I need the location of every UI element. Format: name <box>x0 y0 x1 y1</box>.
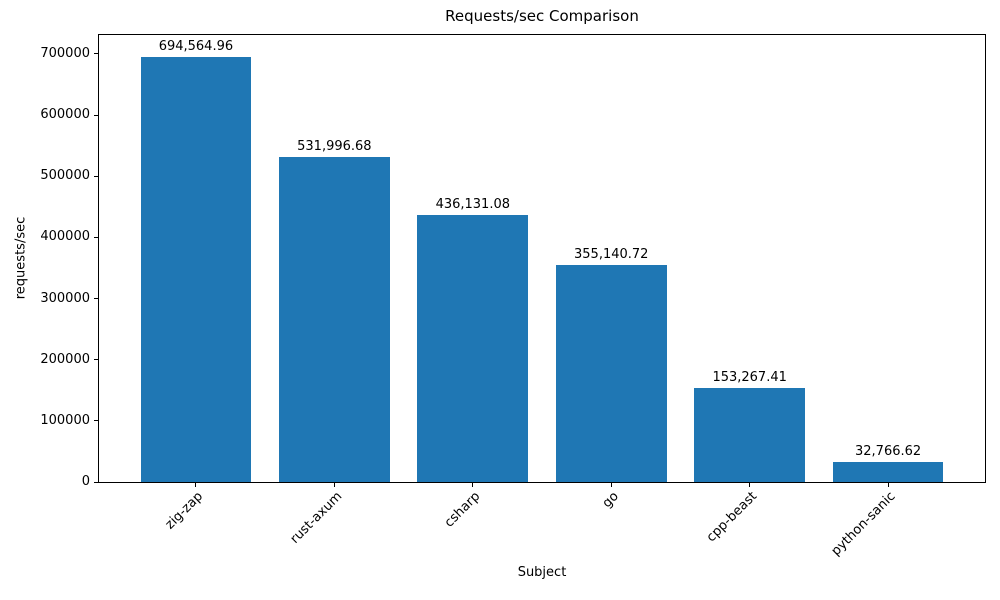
y-tick-label: 100000 <box>40 412 90 428</box>
y-tick-mark <box>94 53 98 55</box>
x-tick-mark <box>472 483 474 487</box>
chart-title: Requests/sec Comparison <box>445 7 639 25</box>
x-tick-label: csharp <box>441 489 484 531</box>
bar <box>417 215 529 482</box>
x-tick-mark <box>195 483 197 487</box>
x-tick-mark <box>333 483 335 487</box>
y-tick-label: 200000 <box>40 351 90 367</box>
x-tick-label: rust-axum <box>287 489 345 547</box>
bar <box>694 388 806 482</box>
bar-value-label: 436,131.08 <box>435 197 510 213</box>
y-tick-mark <box>94 114 98 116</box>
plot-area: 694,564.96 531,996.68 436,131.08 355,140.72… <box>98 34 986 483</box>
y-tick-mark <box>94 298 98 300</box>
bar <box>278 156 390 482</box>
x-tick-label: python-sanic <box>828 489 899 559</box>
bar <box>832 461 944 482</box>
x-tick-label: zig-zap <box>163 489 207 533</box>
y-tick-label: 600000 <box>40 107 90 123</box>
y-tick-label: 0 <box>81 474 90 489</box>
x-tick-label: go <box>599 489 622 512</box>
y-tick-label: 500000 <box>40 168 90 184</box>
y-tick-mark <box>94 175 98 177</box>
x-tick-mark <box>749 483 751 487</box>
x-tick-mark <box>610 483 612 487</box>
y-tick-label: 300000 <box>40 290 90 306</box>
y-tick-mark <box>94 481 98 483</box>
bar-value-label: 153,267.41 <box>712 370 787 386</box>
y-tick-mark <box>94 236 98 238</box>
y-tick-label: 400000 <box>40 229 90 245</box>
x-tick-mark <box>887 483 889 487</box>
y-tick-mark <box>94 420 98 422</box>
x-axis-label: Subject <box>517 565 567 580</box>
bar-value-label: 694,564.96 <box>158 39 234 55</box>
bar <box>140 57 252 482</box>
y-tick-mark <box>94 359 98 361</box>
bar-value-label: 531,996.68 <box>297 138 372 154</box>
x-tick-label: cpp-beast <box>704 489 761 546</box>
bar <box>555 264 667 482</box>
bar-value-label: 355,140.72 <box>574 246 649 262</box>
bar-value-label: 32,766.62 <box>855 443 922 459</box>
y-tick-label: 700000 <box>40 45 90 61</box>
